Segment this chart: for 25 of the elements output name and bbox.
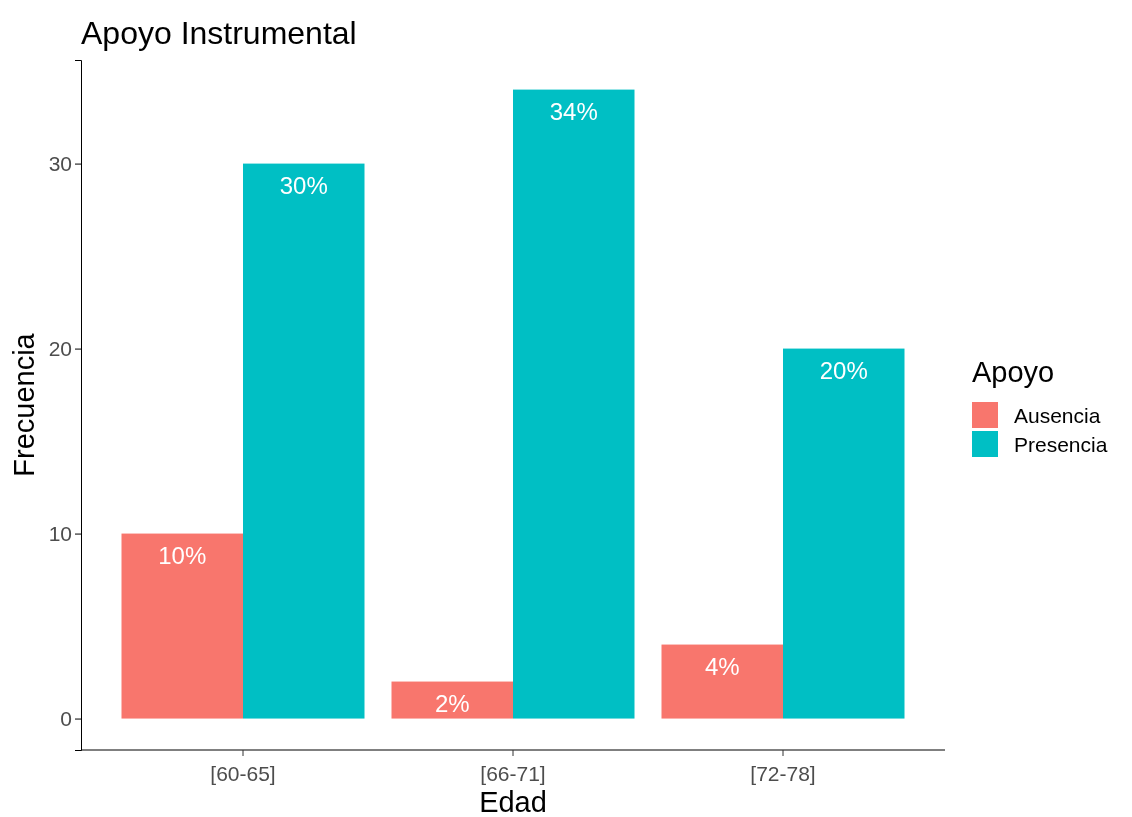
data-label: 2% xyxy=(434,689,470,717)
bar xyxy=(513,89,635,719)
data-label: 20% xyxy=(819,356,868,384)
x-tick-label: [72-78] xyxy=(750,762,816,785)
data-label: 10% xyxy=(158,541,207,569)
legend-label: Ausencia xyxy=(1014,404,1101,427)
legend-label: Presencia xyxy=(1014,433,1108,456)
y-tick-label: 10 xyxy=(48,521,72,545)
legend-title: Apoyo xyxy=(972,356,1055,388)
bar xyxy=(243,163,365,719)
data-label: 4% xyxy=(704,652,740,680)
data-label: 34% xyxy=(549,97,598,125)
bar xyxy=(661,644,783,719)
x-axis-title: Edad xyxy=(479,786,547,817)
chart-title: Apoyo Instrumental xyxy=(81,15,357,51)
x-tick-label: [66-71] xyxy=(480,762,546,785)
y-tick-label: 0 xyxy=(60,706,72,730)
x-tick-label: [60-65] xyxy=(210,762,276,785)
bar xyxy=(783,348,905,719)
y-axis-title: Frecuencia xyxy=(8,332,40,477)
bar xyxy=(391,681,513,719)
bar xyxy=(121,533,243,719)
data-label: 30% xyxy=(279,171,328,199)
y-tick-label: 20 xyxy=(48,336,72,360)
y-tick-label: 30 xyxy=(48,151,72,175)
